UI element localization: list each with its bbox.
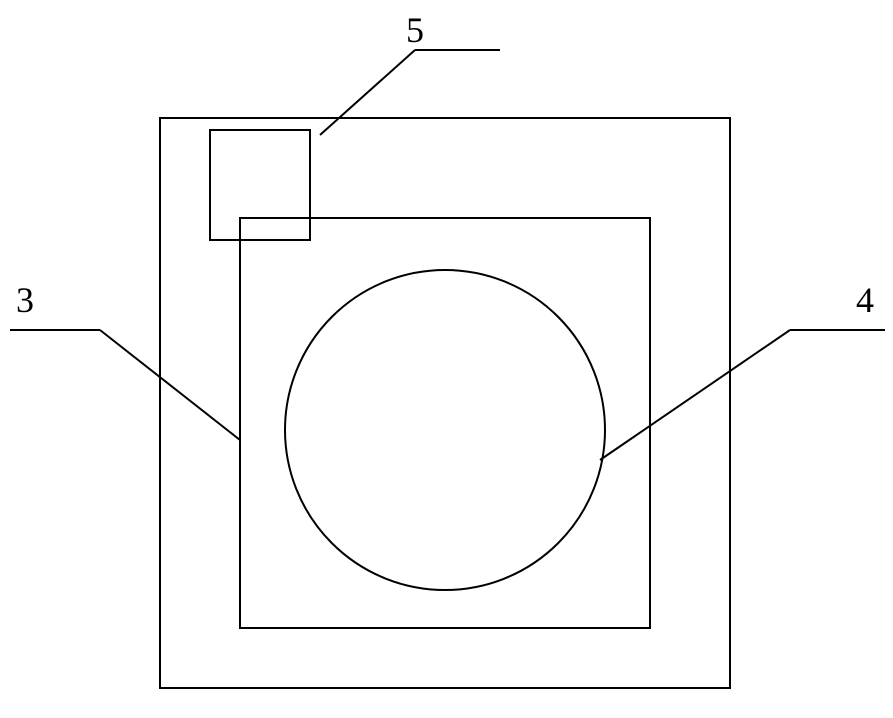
inner-square xyxy=(240,218,650,628)
label-4: 4 xyxy=(850,280,880,320)
diagram-canvas: 5 3 4 xyxy=(0,0,893,718)
label-5: 5 xyxy=(400,10,430,50)
label-3: 3 xyxy=(10,280,40,320)
diagram-svg xyxy=(0,0,893,718)
main-circle xyxy=(285,270,605,590)
label-4-leader xyxy=(600,330,790,460)
label-3-leader xyxy=(100,330,240,440)
outer-square xyxy=(160,118,730,688)
label-5-leader xyxy=(320,50,415,135)
small-box xyxy=(210,130,310,240)
